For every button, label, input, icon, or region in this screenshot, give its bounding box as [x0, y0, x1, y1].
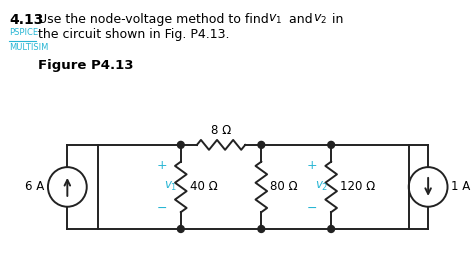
Text: −: − [307, 202, 318, 215]
Text: +: + [156, 159, 167, 172]
Text: $\mathit{v}_2$: $\mathit{v}_2$ [313, 13, 327, 26]
Text: 120 Ω: 120 Ω [340, 180, 375, 193]
Text: −: − [157, 202, 167, 215]
Text: and: and [284, 13, 316, 26]
Circle shape [177, 142, 184, 148]
Text: 8 Ω: 8 Ω [211, 124, 231, 137]
Text: Figure P4.13: Figure P4.13 [38, 59, 134, 72]
Text: $\mathit{v}_2$: $\mathit{v}_2$ [315, 180, 328, 193]
Circle shape [177, 226, 184, 232]
Text: 1 A: 1 A [451, 180, 471, 193]
Text: PSPICE: PSPICE [9, 28, 38, 37]
Text: 4.13: 4.13 [9, 13, 44, 27]
Text: 40 Ω: 40 Ω [190, 180, 217, 193]
Text: 80 Ω: 80 Ω [270, 180, 298, 193]
Text: +: + [307, 159, 318, 172]
Text: $\mathit{v}_1$: $\mathit{v}_1$ [164, 180, 178, 193]
Circle shape [328, 226, 335, 232]
Text: $\mathit{v}_1$: $\mathit{v}_1$ [268, 13, 282, 26]
Circle shape [328, 142, 335, 148]
Text: 6 A: 6 A [25, 180, 44, 193]
Text: Use the node-voltage method to find: Use the node-voltage method to find [38, 13, 273, 26]
Circle shape [258, 226, 264, 232]
Circle shape [258, 142, 264, 148]
Text: MULTISIM: MULTISIM [9, 43, 48, 52]
Text: the circuit shown in Fig. P4.13.: the circuit shown in Fig. P4.13. [38, 28, 230, 41]
Text: in: in [328, 13, 344, 26]
